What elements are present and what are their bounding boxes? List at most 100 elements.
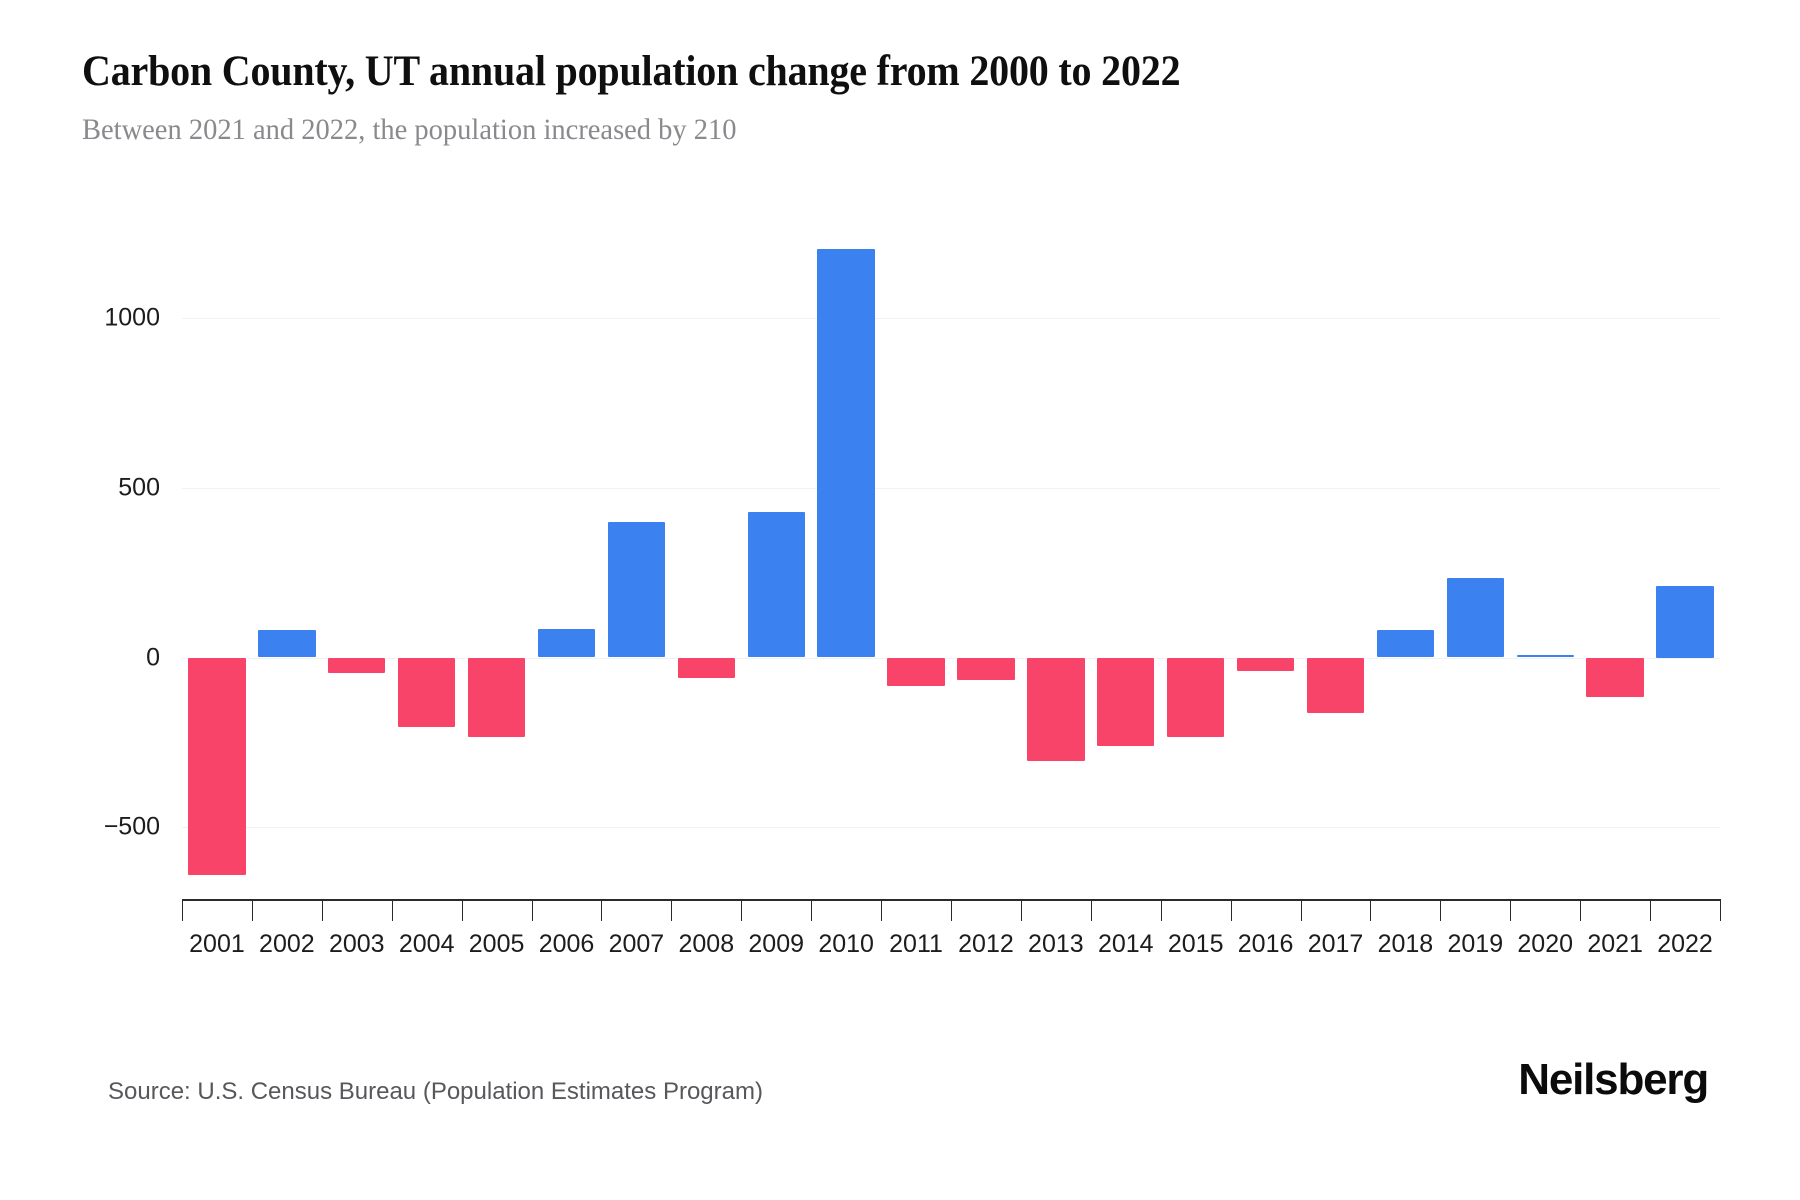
bar-slot[interactable] [252,230,322,895]
x-axis-tick-label: 2002 [259,930,315,958]
bar-slot[interactable] [671,230,741,895]
gridline [182,827,1720,829]
bar-slot[interactable] [182,230,252,895]
bar-2005[interactable] [467,657,526,738]
y-axis-tick-label: −500 [103,812,160,841]
bar-slot[interactable] [462,230,532,895]
x-axis-tick [1510,899,1512,921]
x-axis-tick [1300,899,1302,921]
bar-2002[interactable] [258,630,316,658]
bar-slot[interactable] [1580,230,1650,895]
bar-slot[interactable] [1370,230,1440,895]
bar-2009[interactable] [747,511,805,658]
bar-2012[interactable] [957,657,1015,680]
x-axis-tick [1650,899,1652,921]
gridline [182,487,1720,489]
bar-slot[interactable] [1510,230,1580,895]
x-axis-tick-label: 2018 [1377,930,1434,958]
x-axis-tick [881,899,883,921]
chart-subtitle: Between 2021 and 2022, the population in… [82,113,737,147]
bar-slot[interactable] [322,230,392,895]
bar-slot[interactable] [1440,230,1510,895]
bar-slot[interactable] [1301,230,1371,895]
bar-slot[interactable] [951,230,1021,895]
x-axis-tick-label: 2017 [1307,930,1364,958]
x-axis-tick-label: 2014 [1097,930,1154,958]
x-axis-tick-label: 2007 [608,930,665,958]
x-axis-tick-label: 2009 [748,930,805,958]
bar-2016[interactable] [1236,657,1295,672]
bar-2019[interactable] [1446,577,1504,658]
x-axis-tick-label: 2008 [678,930,735,958]
bar-2006[interactable] [537,628,596,658]
x-axis-tick-label: 2006 [538,930,595,958]
bar-slot[interactable] [1161,230,1231,895]
x-axis-tick [811,899,813,921]
y-axis-tick-label: 1000 [104,303,160,332]
bar-2003[interactable] [328,657,386,673]
x-axis-tick [951,899,952,921]
bar-slot[interactable] [392,230,462,895]
page-title: Carbon County, UT annual population chan… [82,48,1181,95]
bar-slot[interactable] [811,230,881,895]
x-axis-tick [251,899,253,921]
bars-group [182,230,1720,895]
bar-2021[interactable] [1586,657,1644,697]
x-axis-tick [1090,899,1092,921]
bar-slot[interactable] [1091,230,1161,895]
bar-slot[interactable] [1231,230,1301,895]
x-axis-tick [1160,899,1162,921]
bar-2013[interactable] [1027,657,1085,761]
y-axis-tick-label: 500 [118,473,160,502]
x-axis-tick [1580,899,1582,921]
x-axis-tick [1370,899,1372,921]
brand-logo: Neilsberg [1518,1055,1709,1104]
bar-chart: 1000 500 0 −500 [104,230,1720,895]
x-axis-tick [601,899,603,921]
bar-slot[interactable] [1650,230,1720,895]
bar-slot[interactable] [881,230,951,895]
x-axis-tick [671,899,673,921]
x-axis-tick [321,899,323,921]
x-axis-tick [741,899,743,921]
bar-2007[interactable] [607,521,666,658]
x-axis-tick-label: 2019 [1447,930,1504,958]
x-axis-tick-label: 2011 [889,930,943,958]
bar-slot[interactable] [1021,230,1091,895]
y-axis-tick-label: 0 [146,643,160,671]
bar-2010[interactable] [817,248,875,658]
x-axis-tick-label: 2015 [1167,930,1224,958]
x-axis-tick [461,899,463,921]
bar-2020[interactable] [1516,654,1574,658]
x-axis-tick-label: 2004 [398,930,455,958]
x-axis-tick-label: 2012 [958,930,1014,958]
x-axis-tick-label: 2003 [328,930,385,958]
bar-2015[interactable] [1167,657,1225,738]
x-axis-tick-label: 2022 [1657,930,1713,958]
bar-slot[interactable] [532,230,602,895]
bar-2008[interactable] [677,657,735,678]
x-axis-tick [1230,899,1232,921]
bar-2011[interactable] [887,657,945,687]
bar-2004[interactable] [398,657,456,728]
x-axis-tick [1020,899,1022,921]
bar-slot[interactable] [741,230,811,895]
x-axis-tick-label: 2013 [1028,930,1084,958]
gridline [182,318,1720,320]
bar-2017[interactable] [1306,657,1365,714]
bar-2022[interactable] [1656,586,1714,658]
bar-2014[interactable] [1097,657,1155,746]
x-axis-tick-label: 2020 [1517,930,1574,958]
x-axis-tick [1440,899,1442,921]
x-axis-tick-label: 2005 [468,930,525,958]
bar-slot[interactable] [601,230,671,895]
gridline [182,657,1720,659]
bar-2018[interactable] [1376,630,1435,658]
x-axis-tick-label: 2010 [818,930,874,958]
source-note: Source: U.S. Census Bureau (Population E… [108,1078,763,1105]
x-axis-tick-label: 2001 [189,930,245,958]
chart-header: Carbon County, UT annual population chan… [82,48,1722,148]
x-axis-tick-label: 2021 [1587,930,1643,958]
bar-2001[interactable] [188,657,246,875]
